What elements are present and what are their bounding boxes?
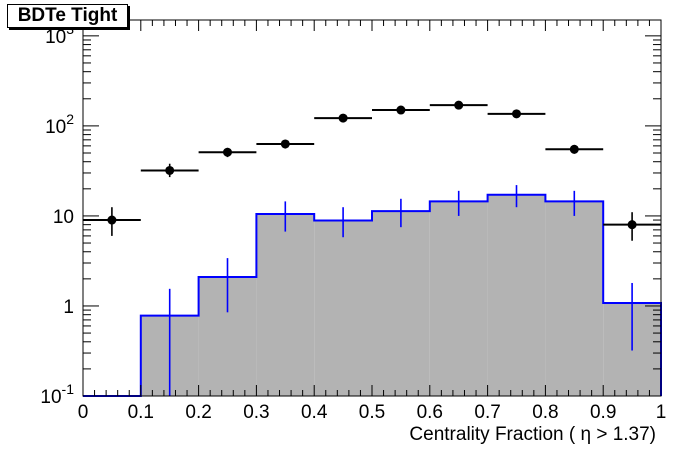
data-point	[454, 100, 464, 110]
x-tick-label: 0.1	[128, 402, 154, 423]
y-tick-label: 10	[53, 207, 74, 228]
mc-outline	[83, 193, 662, 397]
chart-title: BDTe Tight	[7, 4, 128, 28]
x-tick-label: 0.8	[532, 402, 558, 423]
x-tick-labels: 0 0.1 0.2 0.3 0.4 0.5 0.6 0.7 0.8 0.9 1	[78, 402, 667, 423]
data-point	[280, 139, 290, 149]
x-tick-label: 0.7	[474, 402, 500, 423]
data-point	[223, 147, 232, 157]
x-tick-label: 0.3	[243, 402, 269, 423]
mc-bar	[429, 201, 488, 396]
mc-histogram	[83, 185, 662, 397]
data-points	[83, 100, 661, 241]
data-point	[165, 165, 175, 175]
data-point	[338, 113, 348, 123]
data-point	[512, 109, 521, 119]
data-point	[396, 105, 406, 115]
data-point	[569, 144, 579, 154]
y-tick-label: 103	[45, 21, 74, 48]
y-tick-label: 10-1	[40, 381, 74, 408]
data-point	[627, 220, 637, 230]
y-tick-labels: 10-1 1 10 102 103	[40, 21, 74, 408]
x-tick-label: 1	[656, 402, 667, 423]
mc-bar	[256, 214, 315, 396]
x-tick-label: 0.2	[185, 402, 211, 423]
x-tick-label: 0.5	[359, 402, 385, 423]
x-axis-label: Centrality Fraction ( η > 1.37)	[409, 424, 656, 445]
mc-bar	[545, 201, 604, 396]
x-tick-label: 0	[78, 402, 89, 423]
mc-bar	[314, 220, 372, 396]
x-tick-label: 0.6	[417, 402, 443, 423]
mc-bar	[372, 211, 430, 396]
x-tick-label: 0.4	[301, 402, 328, 423]
axis-ticks	[82, 20, 662, 397]
data-point	[107, 215, 117, 225]
x-tick-label: 0.9	[590, 402, 616, 423]
y-tick-label: 102	[45, 111, 74, 138]
mc-bar	[487, 194, 546, 396]
y-tick-label: 1	[63, 297, 74, 318]
